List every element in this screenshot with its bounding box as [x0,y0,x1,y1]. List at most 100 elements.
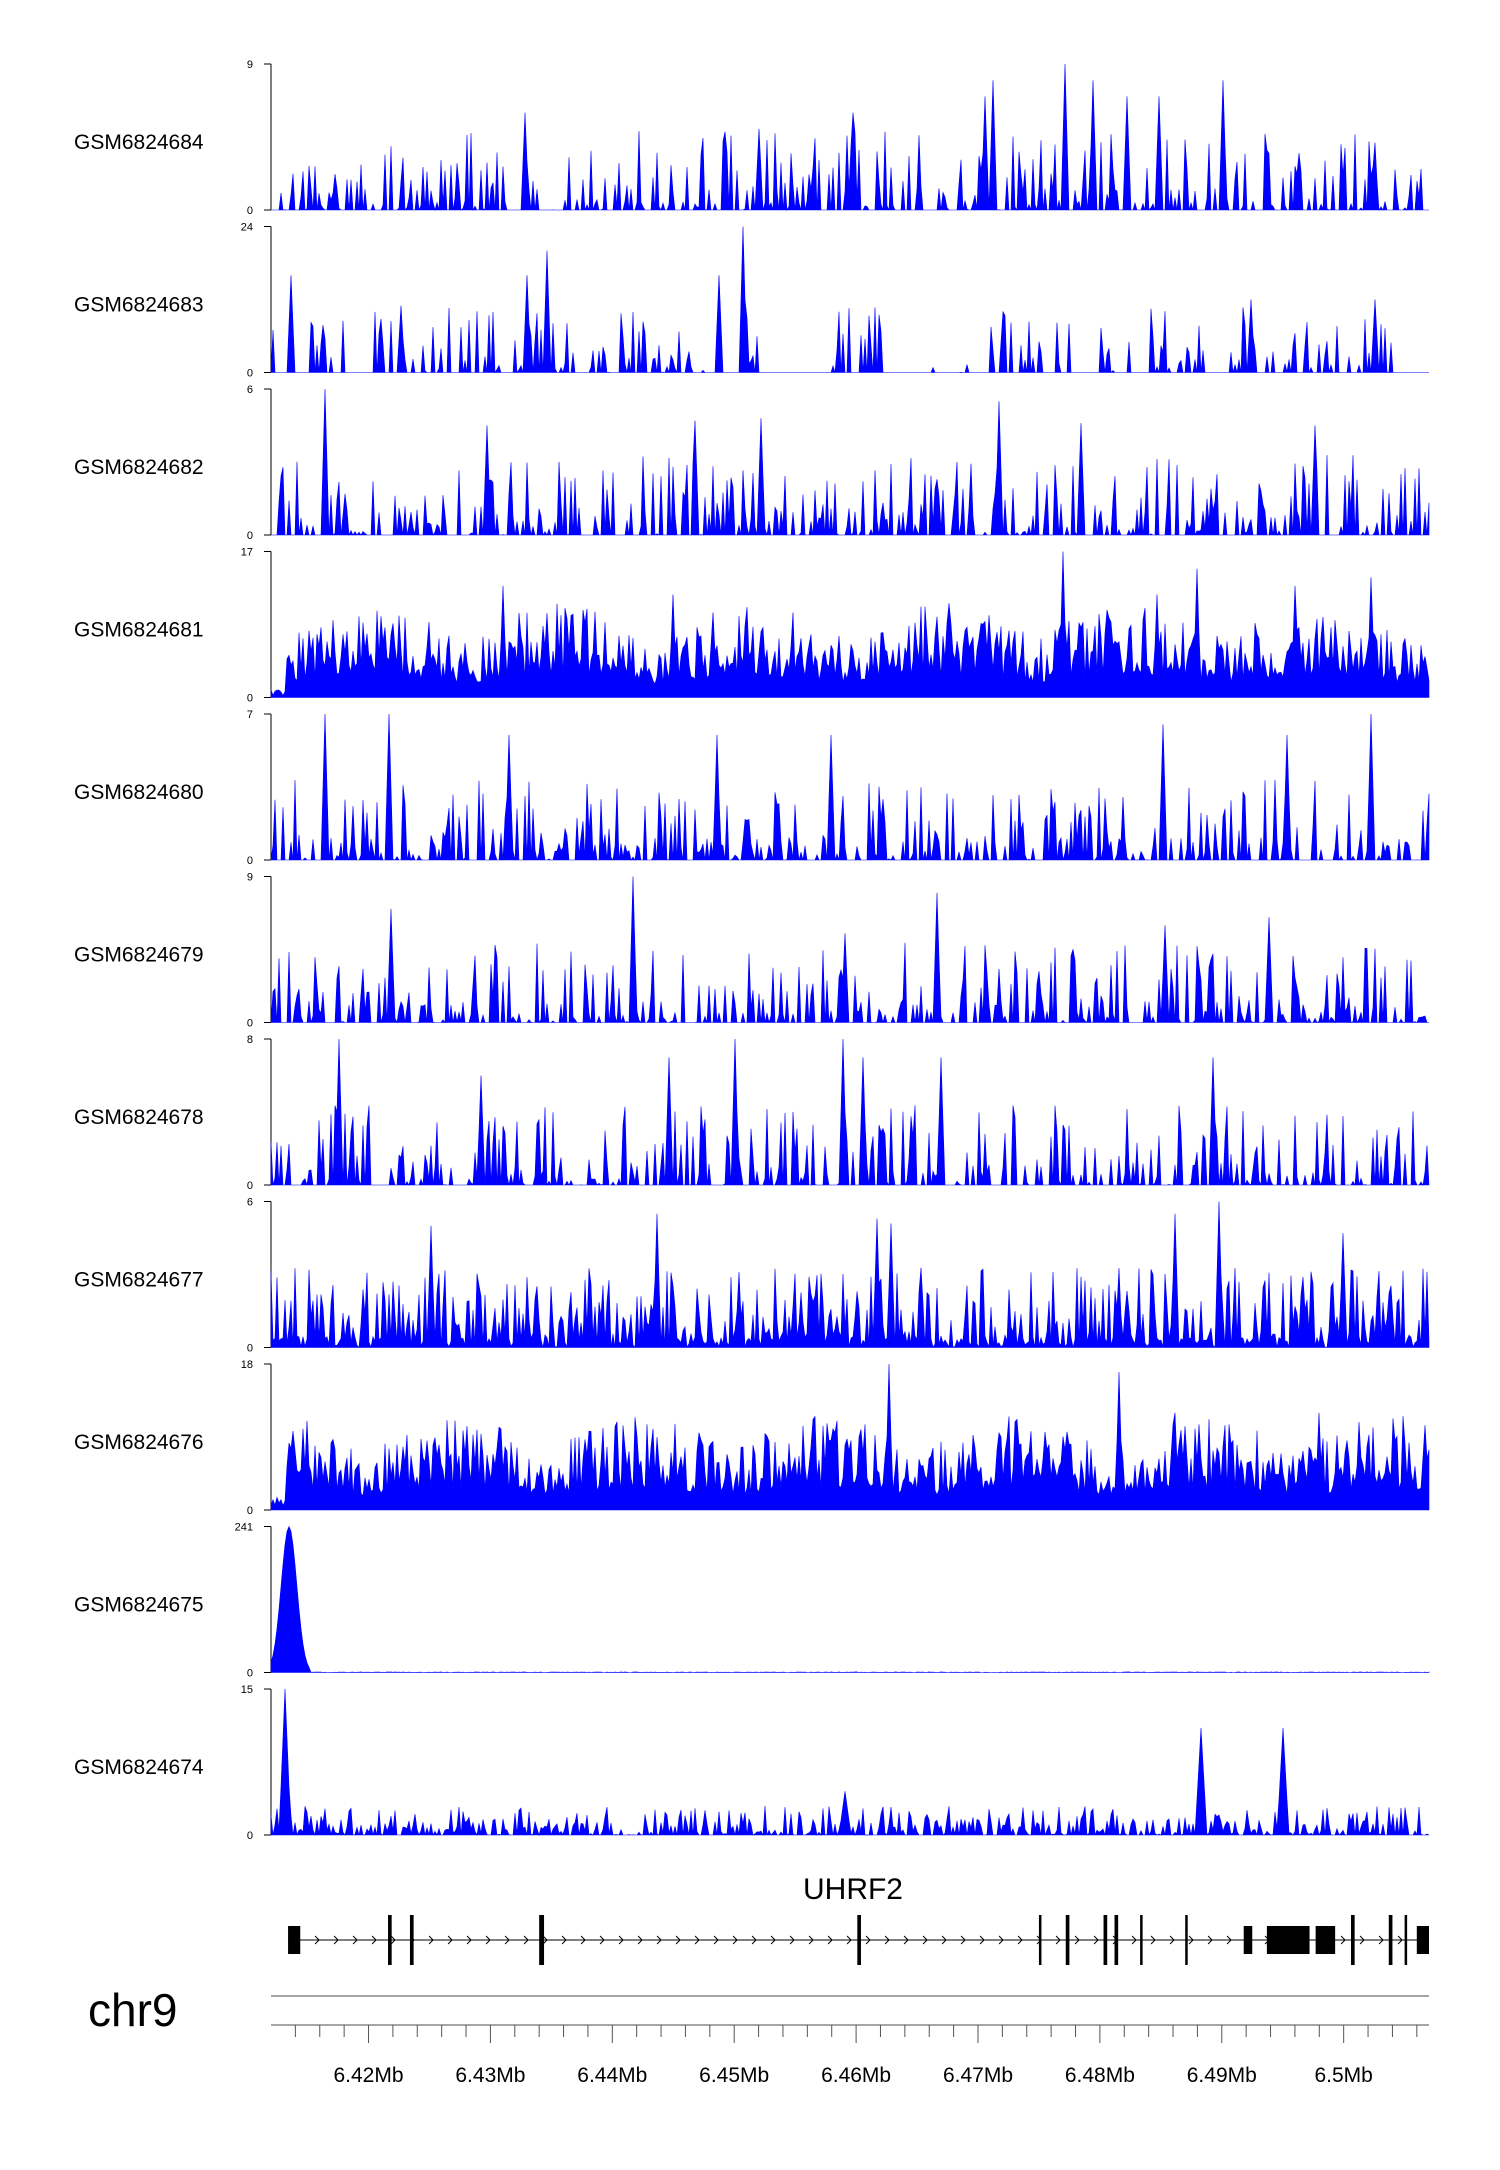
strand-arrow [656,1935,662,1945]
strand-arrow [770,1935,776,1945]
exon-8 [1103,1915,1108,1965]
strand-arrow [618,1935,624,1945]
strand-arrow [466,1935,472,1945]
strand-arrow [922,1935,928,1945]
track-label: GSM6824679 [74,944,204,967]
strand-arrow [808,1935,814,1945]
y-min-label: 0 [247,855,253,867]
track-GSM6824682: GSM6824682 6 0 [74,384,1430,542]
track-GSM6824679: GSM6824679 9 0 [74,872,1429,1030]
strand-arrow [1150,1935,1156,1945]
strand-arrow [675,1935,681,1945]
gene-annotation-track: UHRF2 [288,1873,1429,1965]
strand-arrow [1055,1935,1061,1945]
track-GSM6824676: GSM6824676 18 0 [74,1359,1430,1517]
coverage-area [270,1038,1430,1187]
strand-arrow [314,1935,320,1945]
track-label: GSM6824680 [74,781,204,804]
strand-arrow [485,1935,491,1945]
coverage-area [270,226,1429,374]
strand-arrow [903,1935,909,1945]
y-min-label: 0 [247,1018,253,1030]
strand-arrow [1169,1935,1175,1945]
x-tick-label: 6.47Mb [943,2064,1013,2087]
track-label: GSM6824684 [74,131,204,154]
coverage-tracks: GSM682468490GSM6824683240GSM682468260GSM… [74,59,1430,1842]
x-tick-label: 6.49Mb [1187,2064,1257,2087]
strand-arrow [751,1935,757,1945]
strand-arrow [732,1935,738,1945]
x-tick-label: 6.44Mb [577,2064,647,2087]
y-min-label: 0 [247,693,253,705]
strand-arrow [960,1935,966,1945]
strand-arrow [827,1935,833,1945]
y-max-label: 18 [241,1359,253,1371]
strand-arrow [979,1935,985,1945]
strand-arrow [1188,1935,1194,1945]
x-tick-label: 6.42Mb [333,2064,403,2087]
coverage-area [271,388,1430,537]
strand-arrow [371,1935,377,1945]
strand-arrow [428,1935,434,1945]
x-tick-label: 6.43Mb [455,2064,525,2087]
strand-arrow [694,1935,700,1945]
strand-arrow [1359,1935,1365,1945]
track-GSM6824678: GSM6824678 8 0 [74,1034,1430,1192]
y-max-label: 9 [247,59,253,71]
y-max-label: 9 [247,872,253,884]
y-max-label: 8 [247,1034,253,1046]
strand-arrow [941,1935,947,1945]
exon-4 [539,1915,545,1965]
strand-arrow [390,1935,396,1945]
strand-arrow [1017,1935,1023,1945]
exon-12 [1243,1926,1253,1954]
coverage-area [270,876,1429,1024]
track-label: GSM6824675 [74,1594,204,1617]
coverage-area [270,1525,1430,1673]
strand-arrow [523,1935,529,1945]
strand-arrow [789,1935,795,1945]
strand-arrow [1074,1935,1080,1945]
strand-arrow [542,1935,548,1945]
strand-arrow [1397,1935,1403,1945]
y-min-label: 0 [247,1830,253,1842]
exon-18 [1416,1926,1429,1954]
exon-10 [1140,1915,1143,1965]
x-tick-label: 6.5Mb [1314,2064,1372,2087]
track-GSM6824683: GSM6824683 24 0 [74,222,1429,380]
track-label: GSM6824683 [74,294,204,317]
gene-label-uhrf2: UHRF2 [803,1873,903,1906]
y-min-label: 0 [247,1668,253,1680]
exon-11 [1185,1915,1188,1965]
exon-16 [1388,1915,1393,1965]
strand-arrow [713,1935,719,1945]
y-min-label: 0 [247,1505,253,1517]
x-tick-label: 6.48Mb [1065,2064,1135,2087]
strand-arrow [1207,1935,1213,1945]
y-min-label: 0 [247,205,253,217]
y-min-label: 0 [247,368,253,380]
exon-13 [1266,1926,1310,1954]
track-label: GSM6824681 [74,619,204,642]
exon-1 [288,1926,301,1954]
y-max-label: 241 [235,1522,253,1534]
track-label: GSM6824676 [74,1431,204,1454]
track-label: GSM6824682 [74,456,204,479]
coverage-area [271,63,1429,212]
track-label: GSM6824677 [74,1269,204,1292]
strand-arrow [333,1935,339,1945]
exon-15 [1350,1915,1355,1965]
genome-axis: chr9 6.42Mb 6.43Mb 6.44Mb 6.45Mb 6.46Mb 6.47M… [88,1984,1429,2087]
strand-arrow [1093,1935,1099,1945]
strand-arrow [352,1935,358,1945]
strand-arrow [1378,1935,1384,1945]
coverage-area [270,713,1430,862]
strand-arrow [599,1935,605,1945]
strand-arrow [561,1935,567,1945]
y-max-label: 7 [247,709,253,721]
strand-arrow [998,1935,1004,1945]
exon-2 [388,1915,392,1965]
exon-7 [1065,1915,1070,1965]
track-GSM6824681: GSM6824681 17 0 [74,547,1430,705]
